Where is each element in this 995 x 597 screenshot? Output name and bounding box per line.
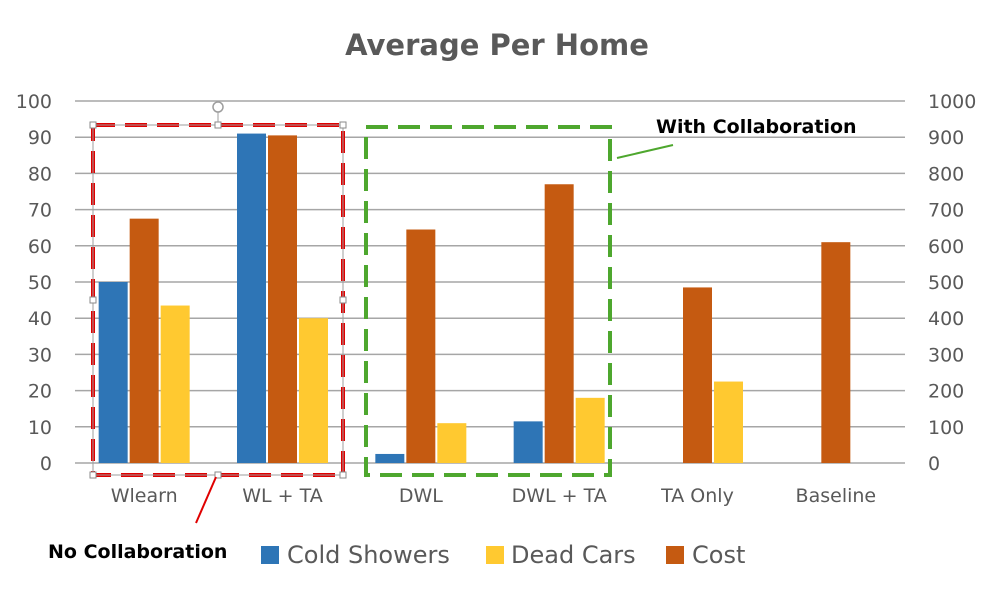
right-tick-label: 1000 <box>928 91 976 113</box>
legend-swatch-cost <box>666 546 684 564</box>
category-labels: Wlearn WL + TA DWL DWL + TA TA Only Baseline <box>111 485 876 507</box>
left-tick-label: 30 <box>28 344 52 366</box>
bar-cold-showers <box>98 282 128 463</box>
category-label: WL + TA <box>242 485 323 507</box>
bar-cost <box>406 229 436 463</box>
bar-cost <box>544 184 574 463</box>
right-tick-label: 400 <box>928 308 964 330</box>
legend-label-cost: Cost <box>692 541 745 569</box>
right-tick-label: 300 <box>928 344 964 366</box>
chart-title: Average Per Home <box>345 28 649 62</box>
right-tick-label: 100 <box>928 417 964 439</box>
left-tick-label: 10 <box>28 417 52 439</box>
no-collaboration-leader <box>195 476 217 524</box>
with-collaboration-annotation: With Collaboration <box>364 116 857 477</box>
left-tick-label: 90 <box>28 127 52 149</box>
left-tick-label: 100 <box>16 91 52 113</box>
right-tick-label: 500 <box>928 272 964 294</box>
category-label: TA Only <box>660 485 734 507</box>
bar-cost <box>129 218 159 463</box>
left-tick-label: 20 <box>28 381 52 403</box>
legend-swatch-cold-showers <box>261 546 279 564</box>
left-tick-label: 50 <box>28 272 52 294</box>
bar-dead-cars <box>575 397 605 463</box>
with-collaboration-label: With Collaboration <box>656 116 857 138</box>
bar-cold-showers <box>375 453 405 463</box>
bar-dead-cars <box>299 318 328 463</box>
left-tick-label: 80 <box>28 163 52 185</box>
bar-dead-cars <box>160 305 190 463</box>
selection-handle <box>214 121 222 129</box>
right-tick-label: 600 <box>928 236 964 258</box>
category-label: Wlearn <box>111 485 178 507</box>
left-tick-label: 70 <box>28 200 52 222</box>
right-axis-ticks: 0 100 200 300 400 500 600 700 800 900 1000 <box>928 91 976 475</box>
bars <box>98 133 851 463</box>
right-tick-label: 800 <box>928 163 964 185</box>
left-axis-ticks: 0 10 20 30 40 50 60 70 80 90 100 <box>16 91 52 475</box>
category-label: DWL + TA <box>512 485 607 507</box>
right-tick-label: 0 <box>928 453 940 475</box>
left-tick-label: 60 <box>28 236 52 258</box>
selection-handle <box>214 471 222 479</box>
bar-cost <box>821 242 851 463</box>
selection-handle <box>89 121 97 129</box>
left-tick-label: 40 <box>28 308 52 330</box>
no-collaboration-annotation: No Collaboration <box>48 101 347 563</box>
bar-cost <box>683 287 712 463</box>
bar-cost <box>268 135 297 463</box>
selection-handle <box>89 471 97 479</box>
legend: Cold Showers Dead Cars Cost <box>261 541 745 569</box>
selection-handle <box>89 296 97 304</box>
category-label: DWL <box>399 485 443 507</box>
selection-handle <box>339 296 347 304</box>
bar-dead-cars <box>714 381 743 463</box>
with-collaboration-box <box>364 125 612 477</box>
with-collaboration-leader <box>616 144 674 159</box>
bar-cold-showers <box>237 133 266 463</box>
right-tick-label: 200 <box>928 381 964 403</box>
no-collaboration-label: No Collaboration <box>48 541 227 563</box>
right-tick-label: 900 <box>928 127 964 149</box>
bar-dead-cars <box>437 423 467 463</box>
legend-label-dead-cars: Dead Cars <box>511 541 636 569</box>
gridlines <box>75 100 905 464</box>
selection-handle <box>339 471 347 479</box>
bar-cold-showers <box>513 421 543 463</box>
left-tick-label: 0 <box>40 453 52 475</box>
selection-handle <box>339 121 347 129</box>
right-tick-label: 700 <box>928 200 964 222</box>
rotate-handle-icon <box>212 101 224 113</box>
legend-swatch-dead-cars <box>486 546 504 564</box>
category-label: Baseline <box>796 485 877 507</box>
legend-label-cold-showers: Cold Showers <box>287 541 450 569</box>
